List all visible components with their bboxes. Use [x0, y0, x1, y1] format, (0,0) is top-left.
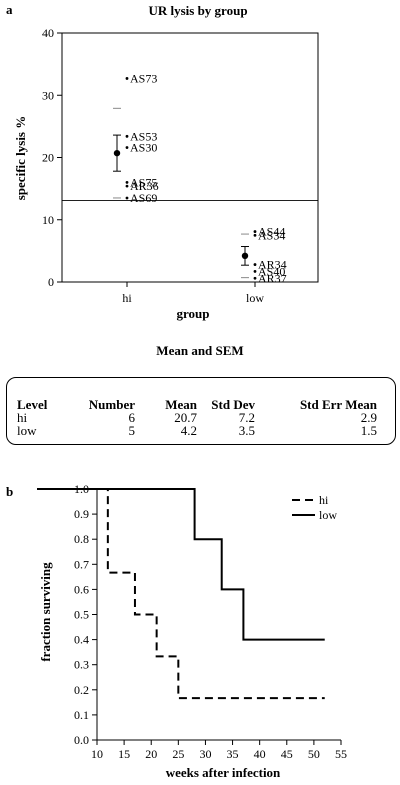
- survival-chart: fraction surviving weeks after infection…: [37, 482, 347, 780]
- y-tick-label: 0.0: [74, 733, 89, 747]
- data-point: [125, 77, 129, 80]
- point-label: AS40: [258, 264, 285, 278]
- table-cell: 6: [128, 410, 136, 425]
- legend-label: hi: [319, 493, 329, 507]
- lysis-scatter-chart: UR lysis by group specific lysis % group…: [13, 3, 319, 321]
- y-tick-label: 30: [42, 88, 54, 102]
- x-tick-label: 35: [227, 747, 239, 761]
- y-tick-label: 0.8: [74, 532, 89, 546]
- x-tick-label: 30: [199, 747, 211, 761]
- x-tick-label: 40: [254, 747, 266, 761]
- mean-marker: [113, 149, 121, 157]
- column-header: Std Dev: [211, 397, 255, 412]
- point-label: AS75: [130, 175, 157, 189]
- y-tick-label: 0.2: [74, 683, 89, 697]
- table-cell: hi: [17, 410, 28, 425]
- x-tick-label: 25: [172, 747, 184, 761]
- y-tick-label: 0.7: [74, 557, 89, 571]
- data-point: [253, 270, 257, 273]
- data-point: [253, 263, 257, 266]
- y-tick-label: 0.4: [74, 633, 89, 647]
- y-tick-label: 40: [42, 26, 54, 40]
- point-label: AS53: [130, 129, 157, 143]
- x-tick-label: 50: [308, 747, 320, 761]
- table-cell: 20.7: [174, 410, 197, 425]
- table-header-row: Level Number Mean Std Dev Std Err Mean: [17, 398, 377, 411]
- stats-table-box: Level Number Mean Std Dev Std Err Mean h…: [6, 377, 396, 445]
- y-tick-label: 20: [42, 151, 54, 165]
- column-header: Std Err Mean: [299, 397, 377, 412]
- table-cell: 2.9: [360, 410, 377, 425]
- point-label: AS30: [130, 141, 157, 155]
- x-axis-label: group: [177, 306, 210, 321]
- y-tick-label: 0: [48, 275, 54, 289]
- x-tick-label: 55: [335, 747, 347, 761]
- point-label: AS44: [258, 225, 285, 239]
- y-tick-label: 0.1: [74, 708, 89, 722]
- stats-table: Level Number Mean Std Dev Std Err Mean h…: [17, 398, 377, 437]
- x-tick-label: 15: [118, 747, 130, 761]
- x-tick-label: 10: [91, 747, 103, 761]
- table-cell: 7.2: [238, 410, 255, 425]
- x-tick-label: 45: [281, 747, 293, 761]
- point-label: AR34: [258, 258, 287, 272]
- chart-title: UR lysis by group: [148, 3, 247, 18]
- table-row: hi 6 20.7 7.2 2.9: [17, 411, 377, 424]
- survival-line-hi: [37, 488, 325, 700]
- legend-label: low: [319, 508, 337, 522]
- table-cell: low: [17, 423, 37, 438]
- data-point: [253, 233, 257, 237]
- point-label: AR36: [130, 179, 159, 193]
- y-tick-label: 0.3: [74, 658, 89, 672]
- survival-line-low: [37, 488, 325, 641]
- y-tick-label: 0.9: [74, 507, 89, 521]
- panel-label-b: b: [6, 484, 14, 499]
- table-cell: 3.5: [238, 423, 255, 438]
- x-tick-label: 20: [145, 747, 157, 761]
- x-tick-label: hi: [122, 291, 132, 305]
- point-label: AS34: [258, 228, 285, 242]
- column-header: Level: [17, 397, 48, 412]
- data-point: [125, 134, 129, 138]
- x-axis-label: weeks after infection: [166, 765, 281, 780]
- data-point: [125, 181, 129, 184]
- data-point: [125, 184, 129, 188]
- data-point: [253, 230, 257, 233]
- panel-label-a: a: [6, 2, 13, 17]
- y-tick-label: 0.6: [74, 582, 89, 596]
- table-title: Mean and SEM: [156, 343, 244, 358]
- point-label: AR37: [258, 271, 287, 285]
- y-axis-label: fraction surviving: [38, 562, 53, 662]
- column-header: Number: [88, 397, 135, 412]
- table-cell: 1.5: [360, 423, 377, 438]
- x-tick-label: low: [246, 291, 264, 305]
- plot-frame: [61, 32, 319, 283]
- column-header: Mean: [165, 397, 197, 412]
- table-row: low 5 4.2 3.5 1.5: [17, 424, 377, 437]
- table-cell: 4.2: [180, 423, 197, 438]
- y-tick-label: 0.5: [74, 608, 89, 622]
- point-label: AS69: [130, 191, 157, 205]
- mean-marker: [241, 252, 249, 260]
- y-tick-label: 10: [42, 213, 54, 227]
- table-cell: 5: [128, 423, 136, 438]
- data-point: [253, 276, 257, 280]
- data-point: [125, 146, 129, 149]
- point-label: AS73: [130, 71, 157, 85]
- y-axis-label: specific lysis %: [13, 116, 28, 201]
- data-point: [125, 196, 129, 200]
